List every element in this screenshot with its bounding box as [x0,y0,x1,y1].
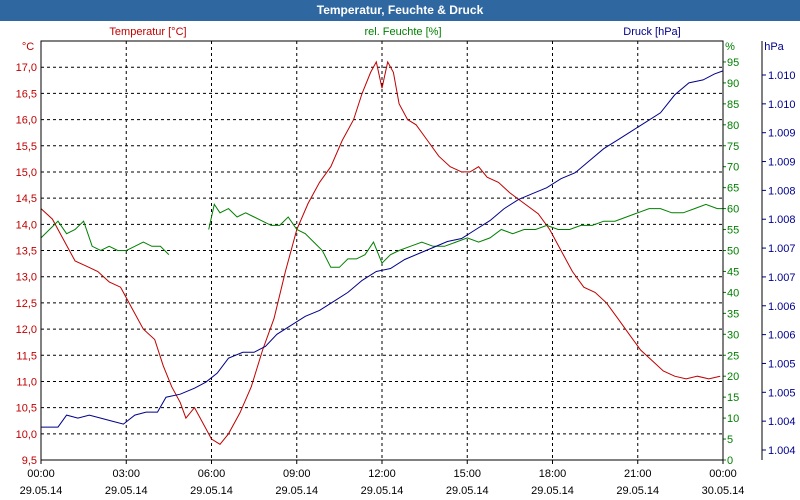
temperature-tick-label: 11,0 [16,376,37,388]
x-tick-date: 29.05.14 [20,485,63,497]
pressure-tick-label: 1.004 [768,445,796,457]
humidity-tick-label: 30 [727,329,739,341]
temperature-axis-unit: °C [22,41,34,53]
temperature-tick-label: 16,0 [16,115,37,127]
x-tick-date: 29.05.14 [105,485,148,497]
humidity-tick-label: 95 [727,57,739,69]
humidity-tick-label: 80 [727,120,739,132]
humidity-tick-label: 70 [727,162,739,174]
temperature-tick-label: 17,0 [16,62,37,74]
legend-pressure: Druck [hPa] [623,26,680,38]
pressure-tick-label: 1.010 [768,70,796,82]
x-tick-date: 29.05.14 [616,485,659,497]
chart-canvas: 00:00 29.05.14 03:00 29.05.14 06:00 29.05.14 0… [16,26,796,497]
humidity-tick-label: 65 [727,183,739,195]
humidity-tick-label: 35 [727,308,739,320]
humidity-tick-label: 85 [727,99,739,111]
temperature-tick-label: 13,0 [16,272,37,284]
x-tick-time: 00:00 [27,468,55,480]
x-tick-time: 18:00 [539,468,567,480]
pressure-tick-label: 1.005 [768,358,796,370]
temperature-tick-label: 10,0 [16,429,37,441]
temperature-tick-label: 16,5 [16,88,37,100]
chart-title: Temperatur, Feuchte & Druck [0,0,800,21]
humidity-tick-label: 5 [727,434,733,446]
x-tick-time: 09:00 [283,468,311,480]
x-tick-date: 29.05.14 [531,485,574,497]
humidity-series-line [208,203,723,268]
humidity-tick-label: 15 [727,392,739,404]
humidity-axis-unit: % [725,41,735,53]
temperature-tick-label: 11,5 [16,350,37,362]
humidity-series-line [40,220,170,256]
humidity-tick-label: 60 [727,204,739,216]
temperature-tick-label: 15,5 [16,141,37,153]
humidity-tick-label: 10 [727,413,739,425]
x-tick-date: 29.05.14 [190,485,233,497]
x-tick-date: 29.05.14 [275,485,318,497]
plot-frame [40,40,724,461]
humidity-tick-label: 55 [727,225,739,237]
x-tick-time: 00:00 [709,468,737,480]
humidity-tick-label: 0 [727,455,733,467]
humidity-tick-label: 45 [727,266,739,278]
x-tick-time: 06:00 [198,468,226,480]
legend-humidity: rel. Feuchte [%] [364,26,441,38]
temperature-tick-label: 9,5 [22,455,37,467]
humidity-tick-label: 90 [727,78,739,90]
x-tick-time: 15:00 [453,468,481,480]
x-tick-time: 21:00 [624,468,652,480]
x-tick-date: 29.05.14 [361,485,404,497]
pressure-tick-label: 1.006 [768,330,796,342]
pressure-tick-label: 1.007 [768,243,796,255]
pressure-tick-label: 1.009 [768,157,796,169]
temperature-tick-label: 15,0 [16,167,37,179]
x-tick-time: 12:00 [368,468,396,480]
x-tick-date: 30.05.14 [702,485,745,497]
legend-temperature: Temperatur [°C] [109,26,186,38]
temperature-tick-label: 10,5 [16,403,37,415]
temperature-tick-label: 14,5 [16,193,37,205]
pressure-axis-unit: hPa [764,41,784,53]
humidity-tick-label: 25 [727,350,739,362]
temperature-tick-label: 12,5 [16,298,37,310]
pressure-tick-label: 1.008 [768,214,796,226]
x-tick-date: 29.05.14 [446,485,489,497]
temperature-tick-label: 13,5 [16,246,37,258]
pressure-tick-label: 1.009 [768,128,796,140]
pressure-series-line [41,70,724,428]
pressure-tick-label: 1.010 [768,99,796,111]
x-tick-time: 03:00 [112,468,140,480]
pressure-tick-label: 1.004 [768,416,796,428]
pressure-tick-label: 1.006 [768,301,796,313]
pressure-tick-label: 1.005 [768,387,796,399]
temperature-series-line [40,60,721,445]
pressure-tick-label: 1.007 [768,272,796,284]
humidity-tick-label: 20 [727,371,739,383]
humidity-tick-label: 50 [727,246,739,258]
temperature-tick-label: 12,0 [16,324,37,336]
pressure-tick-label: 1.008 [768,185,796,197]
humidity-tick-label: 40 [727,287,739,299]
humidity-tick-label: 75 [727,141,739,153]
temperature-tick-label: 14,0 [16,219,37,231]
